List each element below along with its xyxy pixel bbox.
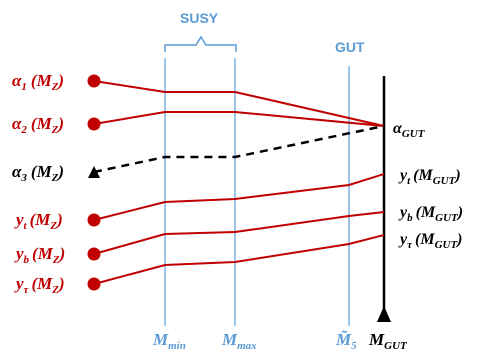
yt-gut-label: yt (MGUT) — [398, 167, 461, 187]
alpha2-line — [93, 111, 385, 127]
yt-marker — [87, 213, 101, 227]
alpha1-marker — [87, 74, 101, 88]
alpha2-marker — [87, 117, 101, 131]
yb-marker — [87, 247, 101, 261]
alpha1-label: α1 (MZ) — [12, 71, 64, 93]
mmax-label: Mmax — [221, 330, 257, 352]
alpha-gut-label: αGUT — [393, 120, 426, 140]
alpha3-line — [93, 124, 385, 174]
ytau-gut-label: yτ (MGUT) — [398, 231, 463, 251]
alpha1-line — [93, 80, 385, 127]
mgut-arrowhead — [377, 306, 391, 322]
coupling-lines — [93, 80, 385, 285]
yb-label: yb (MZ) — [14, 244, 65, 266]
yt-line — [93, 173, 385, 221]
yb-gut-label: yb (MGUT) — [398, 204, 463, 224]
alpha3-label: α3 (MZ) — [12, 162, 64, 184]
susy-bracket — [164, 35, 237, 52]
yt-label: yt (MZ) — [14, 210, 63, 232]
ytau-label: yτ (MZ) — [14, 274, 65, 296]
ytau-marker — [87, 277, 101, 291]
gut-label: GUT — [335, 39, 365, 55]
alpha3-marker — [88, 166, 100, 178]
mmin-label: Mmin — [152, 330, 186, 352]
yb-line — [93, 211, 385, 255]
alpha2-label: α2 (MZ) — [12, 114, 64, 136]
ytau-line — [93, 234, 385, 285]
mgut-label: MGUT — [368, 330, 408, 352]
susy-label: SUSY — [180, 10, 219, 26]
m5-label: M̃5 — [335, 330, 357, 352]
